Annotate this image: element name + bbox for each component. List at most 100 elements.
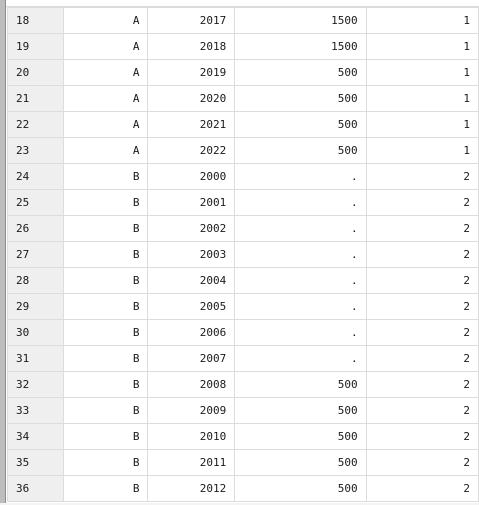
- row-number-cell[interactable]: 32: [7, 371, 64, 398]
- category-cell[interactable]: A: [62, 85, 149, 112]
- year-cell[interactable]: 2010: [147, 423, 236, 450]
- value-cell[interactable]: 500: [234, 111, 367, 138]
- table-row[interactable]: 18 A 2017 1500 1: [7, 7, 479, 34]
- table-row[interactable]: 26 B 2002 . 2: [7, 215, 479, 242]
- year-cell[interactable]: 2000: [147, 163, 236, 190]
- year-cell[interactable]: 2004: [147, 267, 236, 294]
- value-cell[interactable]: .: [234, 345, 367, 372]
- year-cell[interactable]: 2019: [147, 59, 236, 86]
- category-cell[interactable]: B: [62, 423, 149, 450]
- year-cell[interactable]: 2001: [147, 189, 236, 216]
- category-cell[interactable]: B: [62, 241, 149, 268]
- group-cell[interactable]: 2: [365, 371, 479, 398]
- year-cell[interactable]: 2006: [147, 319, 236, 346]
- table-row[interactable]: 30 B 2006 . 2: [7, 319, 479, 346]
- year-cell[interactable]: 2009: [147, 397, 236, 424]
- group-cell[interactable]: 2: [365, 423, 479, 450]
- value-cell[interactable]: 1500: [234, 33, 367, 60]
- group-cell[interactable]: 2: [365, 475, 479, 502]
- group-cell[interactable]: 2: [365, 215, 479, 242]
- table-row[interactable]: 29 B 2005 . 2: [7, 293, 479, 320]
- table-row[interactable]: 34 B 2010 500 2: [7, 423, 479, 450]
- group-cell[interactable]: 1: [365, 111, 479, 138]
- row-number-cell[interactable]: 25: [7, 189, 64, 216]
- table-row[interactable]: 25 B 2001 . 2: [7, 189, 479, 216]
- value-cell[interactable]: 500: [234, 397, 367, 424]
- year-cell[interactable]: 2011: [147, 449, 236, 476]
- category-cell[interactable]: B: [62, 319, 149, 346]
- value-cell[interactable]: .: [234, 319, 367, 346]
- row-number-cell[interactable]: 31: [7, 345, 64, 372]
- value-cell[interactable]: 1500: [234, 7, 367, 34]
- table-row[interactable]: 35 B 2011 500 2: [7, 449, 479, 476]
- category-cell[interactable]: B: [62, 293, 149, 320]
- value-cell[interactable]: 500: [234, 59, 367, 86]
- table-row[interactable]: 33 B 2009 500 2: [7, 397, 479, 424]
- group-cell[interactable]: 2: [365, 397, 479, 424]
- group-cell[interactable]: 1: [365, 85, 479, 112]
- row-number-cell[interactable]: 24: [7, 163, 64, 190]
- category-cell[interactable]: A: [62, 111, 149, 138]
- category-cell[interactable]: B: [62, 163, 149, 190]
- value-cell[interactable]: 500: [234, 85, 367, 112]
- group-cell[interactable]: 2: [365, 189, 479, 216]
- table-row[interactable]: 21 A 2020 500 1: [7, 85, 479, 112]
- group-cell[interactable]: 1: [365, 33, 479, 60]
- table-row[interactable]: 31 B 2007 . 2: [7, 345, 479, 372]
- category-cell[interactable]: B: [62, 449, 149, 476]
- group-cell[interactable]: 1: [365, 137, 479, 164]
- row-number-cell[interactable]: 20: [7, 59, 64, 86]
- data-table-body[interactable]: 18 A 2017 1500 1 19 A 2018 1500 1 20 A 2…: [7, 7, 479, 502]
- group-cell[interactable]: 2: [365, 319, 479, 346]
- year-cell[interactable]: 2020: [147, 85, 236, 112]
- group-cell[interactable]: 2: [365, 241, 479, 268]
- year-cell[interactable]: 2008: [147, 371, 236, 398]
- table-row[interactable]: 24 B 2000 . 2: [7, 163, 479, 190]
- year-cell[interactable]: 2012: [147, 475, 236, 502]
- row-number-cell[interactable]: 29: [7, 293, 64, 320]
- value-cell[interactable]: .: [234, 293, 367, 320]
- table-row[interactable]: 36 B 2012 500 2: [7, 475, 479, 502]
- table-row[interactable]: 32 B 2008 500 2: [7, 371, 479, 398]
- row-number-cell[interactable]: 28: [7, 267, 64, 294]
- category-cell[interactable]: B: [62, 345, 149, 372]
- group-cell[interactable]: 2: [365, 163, 479, 190]
- year-cell[interactable]: 2021: [147, 111, 236, 138]
- row-number-cell[interactable]: 35: [7, 449, 64, 476]
- category-cell[interactable]: B: [62, 397, 149, 424]
- table-row[interactable]: 27 B 2003 . 2: [7, 241, 479, 268]
- category-cell[interactable]: A: [62, 59, 149, 86]
- year-cell[interactable]: 2002: [147, 215, 236, 242]
- value-cell[interactable]: 500: [234, 475, 367, 502]
- value-cell[interactable]: .: [234, 189, 367, 216]
- value-cell[interactable]: .: [234, 241, 367, 268]
- value-cell[interactable]: 500: [234, 137, 367, 164]
- data-table-container[interactable]: 18 A 2017 1500 1 19 A 2018 1500 1 20 A 2…: [7, 7, 479, 502]
- group-cell[interactable]: 1: [365, 7, 479, 34]
- table-row[interactable]: 20 A 2019 500 1: [7, 59, 479, 86]
- group-cell[interactable]: 2: [365, 293, 479, 320]
- row-number-cell[interactable]: 26: [7, 215, 64, 242]
- table-row[interactable]: 19 A 2018 1500 1: [7, 33, 479, 60]
- table-row[interactable]: 23 A 2022 500 1: [7, 137, 479, 164]
- category-cell[interactable]: B: [62, 267, 149, 294]
- category-cell[interactable]: A: [62, 137, 149, 164]
- category-cell[interactable]: B: [62, 215, 149, 242]
- year-cell[interactable]: 2003: [147, 241, 236, 268]
- row-number-cell[interactable]: 22: [7, 111, 64, 138]
- year-cell[interactable]: 2007: [147, 345, 236, 372]
- table-row[interactable]: 28 B 2004 . 2: [7, 267, 479, 294]
- category-cell[interactable]: B: [62, 475, 149, 502]
- category-cell[interactable]: B: [62, 371, 149, 398]
- group-cell[interactable]: 2: [365, 345, 479, 372]
- value-cell[interactable]: 500: [234, 449, 367, 476]
- row-number-cell[interactable]: 19: [7, 33, 64, 60]
- year-cell[interactable]: 2017: [147, 7, 236, 34]
- data-table[interactable]: 18 A 2017 1500 1 19 A 2018 1500 1 20 A 2…: [7, 7, 479, 502]
- year-cell[interactable]: 2005: [147, 293, 236, 320]
- year-cell[interactable]: 2022: [147, 137, 236, 164]
- row-number-cell[interactable]: 23: [7, 137, 64, 164]
- row-number-cell[interactable]: 34: [7, 423, 64, 450]
- value-cell[interactable]: 500: [234, 371, 367, 398]
